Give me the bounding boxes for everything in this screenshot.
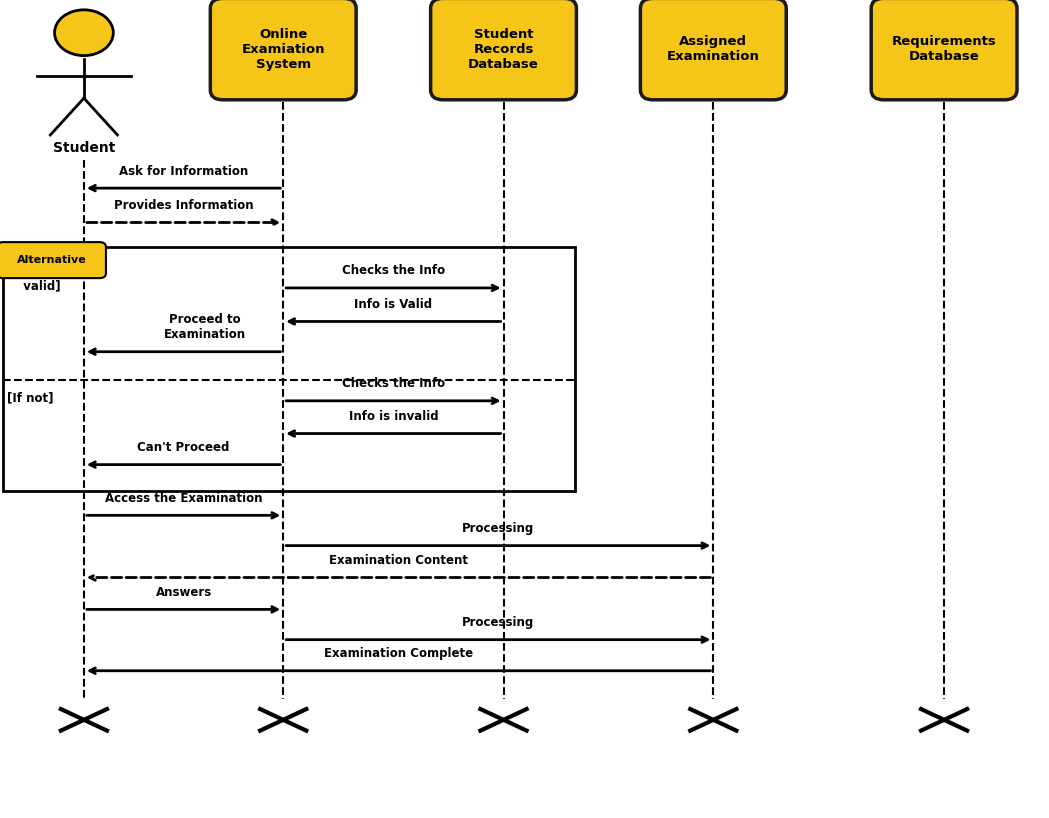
- FancyBboxPatch shape: [0, 242, 106, 278]
- Circle shape: [55, 10, 113, 56]
- Text: Examination Content: Examination Content: [329, 554, 468, 567]
- FancyBboxPatch shape: [430, 0, 576, 100]
- Text: Processing: Processing: [463, 522, 534, 535]
- Text: Checks the Info: Checks the Info: [342, 264, 445, 277]
- Text: Requirements
Database: Requirements Database: [892, 35, 997, 63]
- Text: Info is invalid: Info is invalid: [348, 410, 438, 423]
- Text: Ask for Information: Ask for Information: [119, 164, 249, 178]
- Text: Examination Complete: Examination Complete: [324, 647, 473, 660]
- Text: Student: Student: [52, 141, 115, 155]
- FancyBboxPatch shape: [210, 0, 357, 100]
- FancyBboxPatch shape: [640, 0, 787, 100]
- Text: Alternative: Alternative: [17, 255, 86, 265]
- Text: Can't Proceed: Can't Proceed: [137, 441, 230, 454]
- Text: Checks the Info: Checks the Info: [342, 377, 445, 390]
- FancyBboxPatch shape: [871, 0, 1016, 100]
- Bar: [3, 247, 575, 491]
- Text: [If not]: [If not]: [7, 392, 53, 405]
- Text: [If Info is
  valid]: [If Info is valid]: [7, 264, 67, 292]
- Text: Access the Examination: Access the Examination: [105, 492, 262, 505]
- Text: Info is Valid: Info is Valid: [355, 298, 432, 311]
- Text: Proceed to
Examination: Proceed to Examination: [164, 313, 245, 341]
- Text: Assigned
Examination: Assigned Examination: [667, 35, 759, 63]
- Text: Student
Records
Database: Student Records Database: [468, 28, 539, 70]
- Text: Processing: Processing: [463, 616, 534, 629]
- Text: Provides Information: Provides Information: [113, 199, 254, 212]
- Text: Answers: Answers: [155, 586, 212, 599]
- Text: Online
Examiation
System: Online Examiation System: [241, 28, 325, 70]
